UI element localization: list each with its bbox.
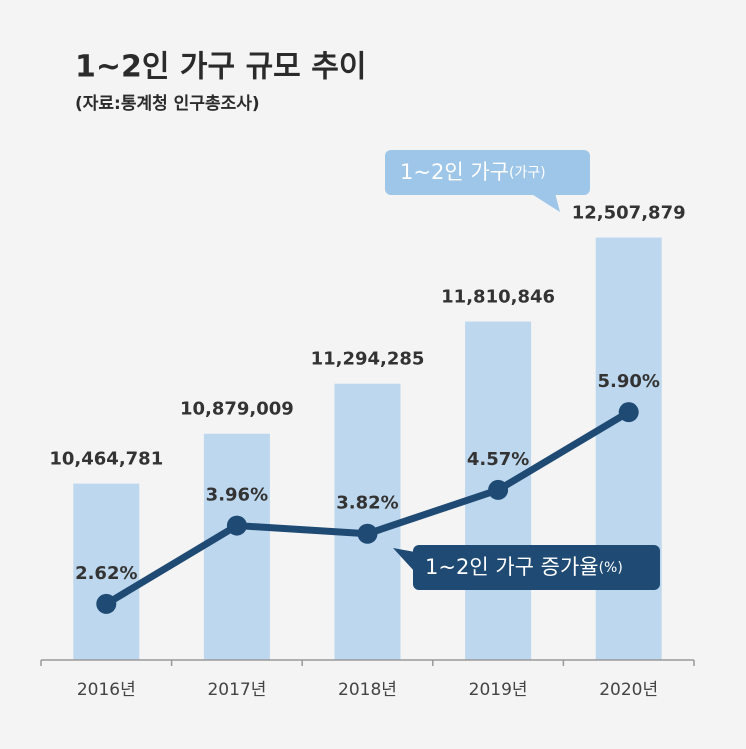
chart-subtitle: (자료:통계청 인구총조사) — [75, 93, 260, 114]
x-tick-label: 2020년 — [599, 680, 658, 700]
line-value-label: 3.96% — [206, 485, 268, 506]
line-point — [96, 593, 117, 614]
bar-value-label: 11,810,846 — [441, 287, 555, 308]
line-point — [357, 523, 378, 544]
line-point — [226, 515, 247, 536]
line-point — [618, 402, 639, 423]
legend-box — [413, 545, 660, 590]
bar-value-label: 10,879,009 — [180, 399, 294, 420]
x-tick-label: 2017년 — [207, 680, 266, 700]
legend-label: 1~2인 가구 증가율(%) — [425, 555, 623, 579]
bar — [334, 383, 401, 660]
legend-tail — [393, 548, 415, 572]
legend-tail — [530, 193, 560, 212]
legend: 1~2인 가구(가구) 1~2인 가구 증가율(%) — [385, 150, 660, 590]
line-value-label: 4.57% — [467, 449, 529, 470]
legend-unit: (%) — [599, 560, 623, 576]
line-value-label: 5.90% — [597, 371, 659, 392]
x-tick-label: 2018년 — [338, 680, 397, 700]
line-value-label: 2.62% — [75, 563, 137, 584]
legend-unit: (가구) — [509, 165, 546, 181]
legend-box — [385, 150, 590, 195]
bar — [595, 237, 662, 660]
legend-name: 1~2인 가구 증가율 — [425, 555, 599, 579]
bar — [73, 483, 140, 660]
bar-value-label: 12,507,879 — [572, 203, 686, 224]
bar-value-label: 11,294,285 — [311, 349, 425, 370]
bar — [203, 433, 270, 660]
x-tick-label: 2016년 — [77, 680, 136, 700]
legend-label: 1~2인 가구(가구) — [400, 160, 546, 184]
line-value-label: 3.82% — [336, 493, 398, 514]
chart-title: 1~2인 가구 규모 추이 — [75, 50, 366, 85]
x-tick-label: 2019년 — [469, 680, 528, 700]
line-point — [488, 479, 509, 500]
legend-name: 1~2인 가구 — [400, 160, 509, 184]
bar-value-label: 10,464,781 — [49, 449, 163, 470]
